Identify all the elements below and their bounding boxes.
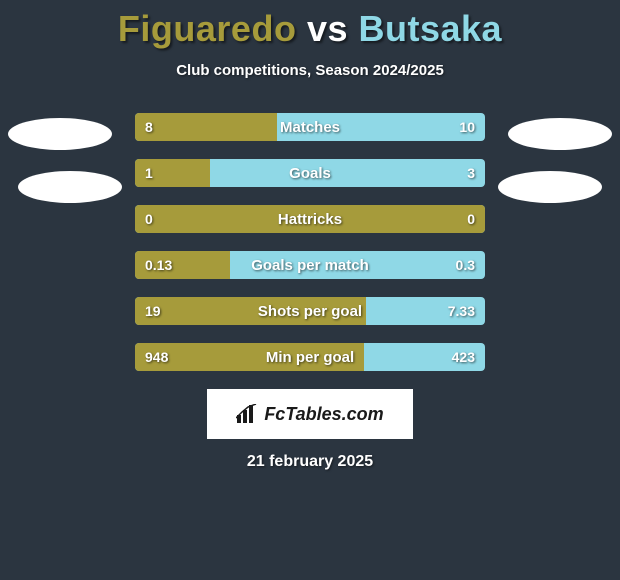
- source-badge: FcTables.com: [207, 389, 413, 439]
- subtitle: Club competitions, Season 2024/2025: [0, 62, 620, 79]
- bar-row: 948Min per goal423: [135, 343, 485, 371]
- bar-row: 0.13Goals per match0.3: [135, 251, 485, 279]
- avatar-player1-bot: [18, 171, 122, 203]
- bar-label: Hattricks: [135, 205, 485, 233]
- badge-text: FcTables.com: [264, 404, 383, 425]
- avatar-player2-top: [508, 118, 612, 150]
- comparison-content: 8Matches10 1Goals3 0Hattricks0 0.13Goals pe…: [0, 113, 620, 471]
- bar-label: Min per goal: [135, 343, 485, 371]
- title-player1: Figuaredo: [118, 8, 297, 49]
- bar-value-right: 0: [467, 205, 475, 233]
- bar-label: Goals: [135, 159, 485, 187]
- bar-label: Shots per goal: [135, 297, 485, 325]
- bar-value-right: 423: [452, 343, 475, 371]
- bar-label: Matches: [135, 113, 485, 141]
- avatar-player2-bot: [498, 171, 602, 203]
- bar-row: 8Matches10: [135, 113, 485, 141]
- bar-row: 19Shots per goal7.33: [135, 297, 485, 325]
- bar-row: 0Hattricks0: [135, 205, 485, 233]
- date-label: 21 february 2025: [0, 453, 620, 471]
- avatar-player1-top: [8, 118, 112, 150]
- bar-value-right: 0.3: [456, 251, 475, 279]
- bar-value-right: 7.33: [448, 297, 475, 325]
- chart-icon: [236, 404, 258, 424]
- bar-value-right: 3: [467, 159, 475, 187]
- bar-value-right: 10: [459, 113, 475, 141]
- title-vs: vs: [307, 8, 348, 49]
- title-player2: Butsaka: [359, 8, 503, 49]
- bar-label: Goals per match: [135, 251, 485, 279]
- comparison-bars: 8Matches10 1Goals3 0Hattricks0 0.13Goals pe…: [135, 113, 485, 371]
- bar-row: 1Goals3: [135, 159, 485, 187]
- page-title: Figuaredo vs Butsaka: [0, 0, 620, 50]
